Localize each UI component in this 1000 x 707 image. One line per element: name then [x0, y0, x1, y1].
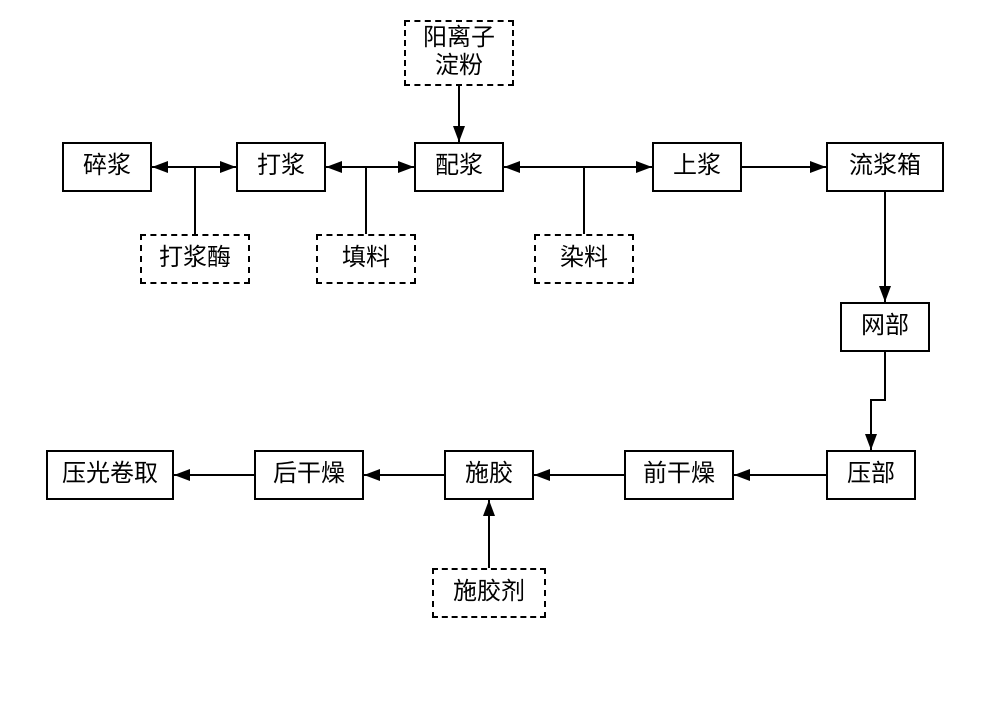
flow-node-label: 上浆 — [673, 153, 721, 181]
flow-node-n_peijiang: 配浆 — [414, 142, 504, 192]
flow-node-label: 打浆 — [257, 153, 305, 181]
flowchart-stage: 阳离子 淀粉碎浆 打浆 配浆 上浆 流浆箱打浆酶 填料 染料网部压光卷取 后干燥 施胶 前干燥 压部… — [0, 0, 1000, 707]
flow-node-label: 压光卷取 — [62, 461, 158, 489]
flow-node-n_liujiang: 流浆箱 — [826, 142, 944, 192]
flow-node-n_shijiaoji: 施胶剂 — [432, 568, 546, 618]
flow-node-n_dajiangmei: 打浆酶 — [140, 234, 250, 284]
flow-node-n_suijiang: 碎浆 — [62, 142, 152, 192]
flow-edge — [152, 167, 195, 234]
flow-node-n_hougan: 后干燥 — [254, 450, 364, 500]
flow-node-label: 压部 — [847, 461, 895, 489]
flow-node-label: 打浆酶 — [159, 245, 231, 273]
flow-node-n_wangbu: 网部 — [840, 302, 930, 352]
flow-node-label: 施胶 — [465, 461, 513, 489]
flow-node-n_yaguang: 压光卷取 — [46, 450, 174, 500]
flow-node-n_qiangan: 前干燥 — [624, 450, 734, 500]
flow-edge — [326, 167, 366, 234]
flow-node-n_ranliao: 染料 — [534, 234, 634, 284]
flow-node-label: 填料 — [342, 245, 390, 273]
flow-edge — [504, 167, 584, 234]
flow-node-label: 网部 — [861, 313, 909, 341]
flow-edge — [871, 352, 885, 450]
flow-node-n_shangjiang: 上浆 — [652, 142, 742, 192]
flow-node-n_dajiang: 打浆 — [236, 142, 326, 192]
flow-node-label: 施胶剂 — [453, 579, 525, 607]
flow-node-label: 碎浆 — [83, 153, 131, 181]
flow-node-label: 后干燥 — [273, 461, 345, 489]
flow-node-n_shijiao: 施胶 — [444, 450, 534, 500]
flow-node-n_cationic: 阳离子 淀粉 — [404, 20, 514, 86]
flow-node-label: 前干燥 — [643, 461, 715, 489]
flow-node-n_yabu: 压部 — [826, 450, 916, 500]
flow-node-n_tianliao: 填料 — [316, 234, 416, 284]
flow-node-label: 流浆箱 — [849, 153, 921, 181]
flow-node-label: 阳离子 淀粉 — [423, 25, 495, 80]
flow-node-label: 配浆 — [435, 153, 483, 181]
flow-node-label: 染料 — [560, 245, 608, 273]
